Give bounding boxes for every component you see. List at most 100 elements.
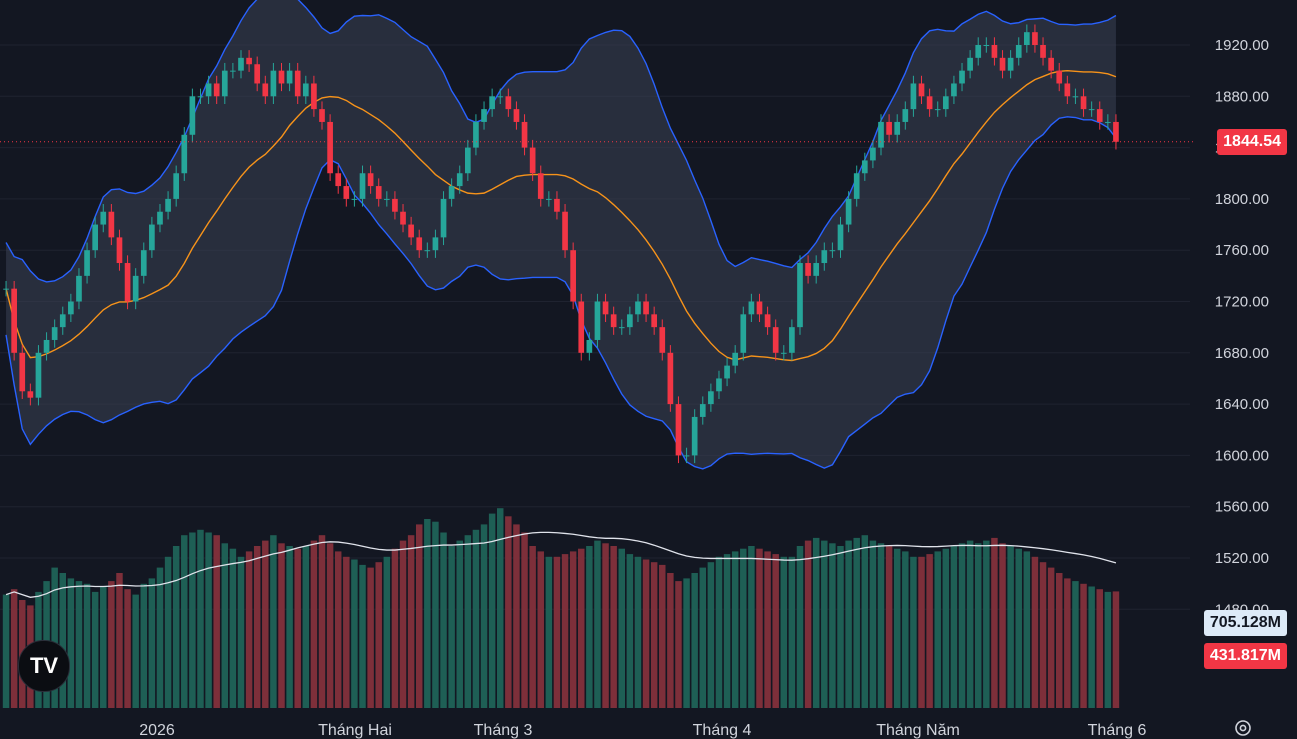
volume-bar <box>861 535 869 708</box>
volume-bar <box>683 578 690 708</box>
candle-body <box>132 275 139 302</box>
candle-body <box>780 352 787 354</box>
volume-bar <box>326 543 334 708</box>
volume-bar <box>731 551 739 708</box>
volume-bar <box>513 524 520 708</box>
volume-bar <box>294 548 301 708</box>
volume-bar <box>505 516 512 708</box>
volume-bar <box>561 554 569 708</box>
volume-bar <box>837 546 844 708</box>
volume-bar <box>197 529 204 708</box>
volume-bar <box>67 578 75 708</box>
candle-body <box>1088 109 1095 111</box>
volume-bar <box>432 521 439 708</box>
candle-body <box>1007 57 1014 71</box>
volume-bar <box>634 556 642 708</box>
volume-bar <box>950 546 958 708</box>
candle-body <box>724 365 730 379</box>
bollinger-lower-line <box>5 116 1117 470</box>
volume-bar <box>691 573 698 708</box>
logo-text: TV <box>29 653 59 678</box>
candle-body <box>189 96 196 135</box>
candle-body <box>610 314 617 328</box>
volume-bar <box>1023 551 1031 708</box>
candle-body <box>683 455 690 457</box>
tradingview-logo-icon[interactable]: TV <box>18 640 70 692</box>
candle-body <box>213 83 220 97</box>
volume-bar <box>132 594 139 708</box>
candle-body <box>546 198 552 200</box>
candle-body <box>278 70 285 84</box>
volume-bar <box>189 532 196 708</box>
volume-bar <box>172 546 180 708</box>
gear-icon[interactable] <box>1233 718 1253 738</box>
volume-bar <box>270 535 277 708</box>
candle-body <box>432 237 439 251</box>
price-tick-label: 1760.00 <box>1215 242 1269 259</box>
volume-ma-tag: 705.128M <box>1203 610 1287 636</box>
candle-body <box>68 301 74 315</box>
candle-body <box>408 224 414 238</box>
candle-body <box>108 211 115 238</box>
volume-bar <box>262 540 269 708</box>
volume-bar <box>367 567 374 708</box>
candle-body <box>481 109 487 122</box>
volume-bar <box>610 546 617 708</box>
candle-body <box>448 186 455 199</box>
candle-body <box>829 250 836 252</box>
price-tick-label: 1720.00 <box>1215 294 1269 311</box>
candle-body <box>618 327 625 329</box>
volume-bar <box>821 540 828 708</box>
volume-bar <box>521 532 528 708</box>
volume-bar <box>748 546 755 708</box>
volume-bar <box>1088 586 1095 708</box>
volume-bar <box>772 554 779 708</box>
candle-body <box>473 121 479 148</box>
volume-bar <box>966 540 974 708</box>
price-tick-label: 1920.00 <box>1215 37 1269 54</box>
candle-body <box>505 96 512 110</box>
volume-bar <box>1112 591 1120 708</box>
candle-body <box>910 83 917 110</box>
volume-bar <box>1047 567 1055 708</box>
volume-bar <box>893 548 901 708</box>
candle-body <box>319 109 325 122</box>
candle-body <box>675 404 682 456</box>
candle-body <box>554 198 560 212</box>
price-tick-label: 1800.00 <box>1215 191 1269 208</box>
volume-bar <box>1015 548 1022 708</box>
candle-body <box>570 250 576 302</box>
candle-body <box>805 263 811 276</box>
candle-body <box>691 416 698 456</box>
candle-body <box>3 288 9 290</box>
volume-bar <box>602 543 609 708</box>
candle-body <box>951 83 957 97</box>
volume-bar <box>991 537 998 708</box>
volume-bar <box>205 532 212 708</box>
volume-bar <box>999 543 1006 708</box>
volume-bar <box>415 524 423 708</box>
candle-body <box>181 134 188 174</box>
candle-body <box>513 109 520 122</box>
candle-body <box>286 70 293 84</box>
volume-bar <box>148 578 156 708</box>
candle-body <box>991 45 998 58</box>
volume-bar <box>253 546 261 708</box>
volume-bar <box>108 581 115 708</box>
candle-body <box>230 70 236 72</box>
volume-bar <box>812 537 820 708</box>
volume-bar <box>675 581 682 708</box>
time-axis-label: Tháng 4 <box>693 722 752 739</box>
candle-body <box>708 391 714 405</box>
bollinger-band-fill <box>6 0 1116 469</box>
candle-body <box>635 301 641 315</box>
volume-bar <box>715 556 723 708</box>
candle-body <box>140 250 147 276</box>
volume-bar <box>594 540 601 708</box>
price-tick-label: 1520.00 <box>1215 550 1269 567</box>
candle-body <box>157 211 163 225</box>
volume-ma-line <box>5 531 1117 598</box>
candle-body <box>967 57 973 71</box>
